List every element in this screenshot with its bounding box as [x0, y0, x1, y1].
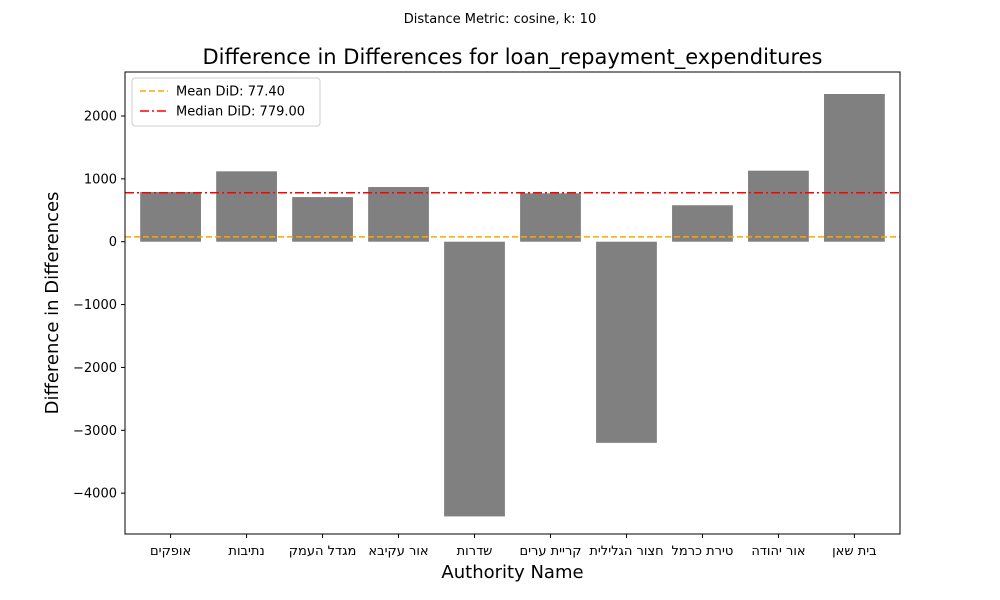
- y-tick-label: 1000: [84, 172, 117, 187]
- bar-group: [140, 94, 885, 517]
- x-axis: אופקים נתיבות מגדל העמק אור עקיבא שדרות קריית…: [150, 534, 877, 559]
- x-tick-label: טירת כרמל: [672, 544, 734, 559]
- x-tick-label: נתיבות: [228, 544, 264, 559]
- x-tick-label: שדרות: [457, 544, 493, 559]
- bar: [444, 241, 505, 517]
- bar: [216, 171, 277, 242]
- chart-title: Difference in Differences for loan_repay…: [203, 45, 823, 70]
- x-tick-label: בית שאן: [832, 544, 877, 559]
- y-tick-label: 2000: [84, 110, 117, 125]
- x-tick-label: אור יהודה: [751, 544, 805, 559]
- bar: [368, 187, 429, 242]
- x-tick-label: אופקים: [150, 544, 191, 559]
- plot-frame: [124, 71, 901, 535]
- x-tick-label: אור עקיבא: [368, 544, 428, 559]
- y-tick-label: −4000: [73, 487, 117, 502]
- x-tick-label: מגדל העמק: [289, 544, 357, 559]
- x-tick-label: חצור הגלילית: [589, 544, 663, 559]
- y-tick-label: −3000: [73, 424, 117, 439]
- bar: [748, 170, 809, 242]
- x-axis-title: Authority Name: [441, 562, 583, 583]
- legend-frame: [131, 77, 321, 127]
- legend: Mean DiD: 77.40 Median DiD: 779.00: [131, 77, 321, 127]
- y-tick-label: −1000: [73, 298, 117, 313]
- bar: [596, 241, 657, 443]
- bar: [824, 94, 885, 242]
- legend-label: Median DiD: 779.00: [176, 105, 305, 120]
- x-tick-label: קריית ערים: [519, 544, 581, 559]
- y-axis: −4000 −3000 −2000 −1000 0 1000 2000: [73, 110, 125, 502]
- bar: [292, 197, 353, 242]
- bar: [140, 192, 201, 242]
- legend-label: Mean DiD: 77.40: [176, 85, 285, 100]
- chart-suptitle: Distance Metric: cosine, k: 10: [404, 12, 596, 27]
- bar: [672, 205, 733, 242]
- bar: [520, 193, 581, 242]
- y-tick-label: −2000: [73, 361, 117, 376]
- reference-lines: [125, 191, 900, 238]
- y-axis-title: Difference in Differences: [42, 192, 63, 415]
- y-tick-label: 0: [109, 235, 117, 250]
